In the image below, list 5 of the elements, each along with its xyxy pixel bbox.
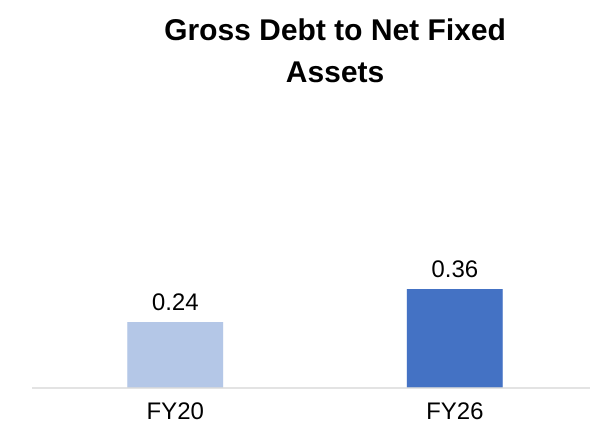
x-tick-label: FY20 xyxy=(146,398,204,426)
data-label: 0.24 xyxy=(152,289,199,316)
data-label: 0.36 xyxy=(431,256,478,283)
x-tick-label: FY26 xyxy=(426,398,484,426)
chart-title: Gross Debt to Net Fixed Assets xyxy=(164,14,506,89)
